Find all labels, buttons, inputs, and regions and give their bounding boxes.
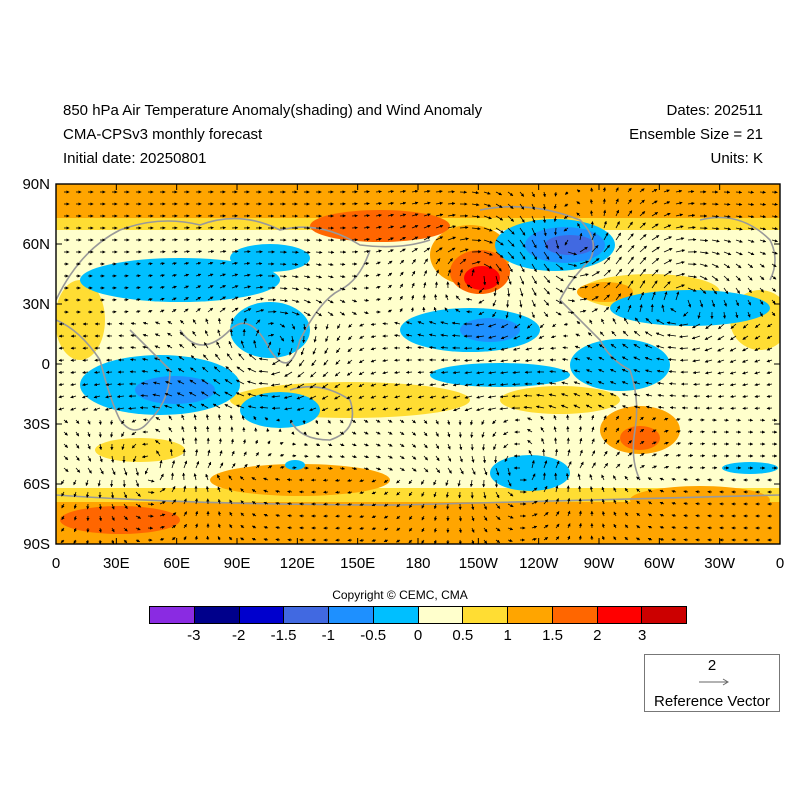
- colorbar-label: 0.5: [452, 627, 474, 644]
- lon-tick-label: 150W: [459, 555, 499, 572]
- coastlines: [56, 205, 780, 506]
- lon-tick-label: 60E: [163, 555, 190, 572]
- colorbar-swatch: [597, 607, 643, 623]
- initial-date: Initial date: 20250801: [63, 150, 207, 167]
- shading-layer: [56, 184, 780, 544]
- lon-tick-label: 120W: [519, 555, 559, 572]
- colorbar: [149, 606, 687, 624]
- colorbar-label: -1.5: [270, 627, 297, 644]
- reference-vector-box: 2 Reference Vector: [644, 654, 780, 712]
- colorbar-label: 0: [413, 627, 423, 644]
- colorbar-swatch: [552, 607, 598, 623]
- lon-tick-label: 60W: [644, 555, 676, 572]
- colorbar-swatch: [284, 607, 329, 623]
- lon-tick-label: 0: [52, 555, 60, 572]
- units-label: Units: K: [710, 150, 763, 167]
- lon-tick-label: 180: [405, 555, 430, 572]
- colorbar-label: 3: [637, 627, 647, 644]
- lat-tick-label: 30N: [22, 296, 50, 313]
- colorbar-swatch: [150, 607, 195, 623]
- map-title: 850 hPa Air Temperature Anomaly(shading)…: [63, 102, 483, 119]
- wind-vectors: [58, 187, 778, 544]
- lon-tick-label: 90E: [224, 555, 251, 572]
- reference-vector-magnitude: 2: [707, 657, 717, 674]
- lat-tick-label: 60N: [22, 236, 50, 253]
- lat-tick-label: 90S: [23, 536, 50, 553]
- colorbar-swatch: [642, 607, 686, 623]
- colorbar-label: -0.5: [360, 627, 387, 644]
- forecast-dates: Dates: 202511: [666, 102, 763, 119]
- colorbar-label: -1: [321, 627, 335, 644]
- colorbar-label: 1: [503, 627, 512, 644]
- lat-tick-label: 60S: [23, 476, 50, 493]
- colorbar-swatch: [508, 607, 553, 623]
- colorbar-label: -3: [187, 627, 201, 644]
- colorbar-swatch: [418, 607, 464, 623]
- reference-arrow-icon: [699, 678, 729, 686]
- model-name: CMA-CPSv3 monthly forecast: [63, 126, 263, 143]
- colorbar-swatch: [239, 607, 285, 623]
- lat-tick-label: 30S: [23, 416, 50, 433]
- lon-tick-label: 120E: [280, 555, 315, 572]
- copyright-notice: Copyright © CEMC, CMA: [332, 588, 468, 602]
- colorbar-label: 1.5: [542, 627, 563, 644]
- lon-tick-label: 90W: [584, 555, 616, 572]
- lon-tick-label: 0: [776, 555, 784, 572]
- colorbar-swatch: [463, 607, 508, 623]
- lat-tick-label: 90N: [22, 176, 50, 193]
- lon-tick-label: 150E: [340, 555, 375, 572]
- colorbar-swatch: [373, 607, 419, 623]
- lon-tick-label: 30W: [704, 555, 736, 572]
- anomaly-map: 90N 60N 30N 0 30S 60S 90S 0 30E 60E 90E 120E 150E 18…: [22, 176, 784, 572]
- lon-tick-label: 30E: [103, 555, 130, 572]
- colorbar-swatch: [329, 607, 374, 623]
- colorbar-swatch: [194, 607, 240, 623]
- colorbar-label: -2: [231, 627, 246, 644]
- lat-tick-label: 0: [42, 356, 50, 373]
- ensemble-size: Ensemble Size = 21: [629, 126, 763, 143]
- reference-vector-label: Reference Vector: [654, 693, 770, 710]
- colorbar-label: 2: [593, 627, 602, 644]
